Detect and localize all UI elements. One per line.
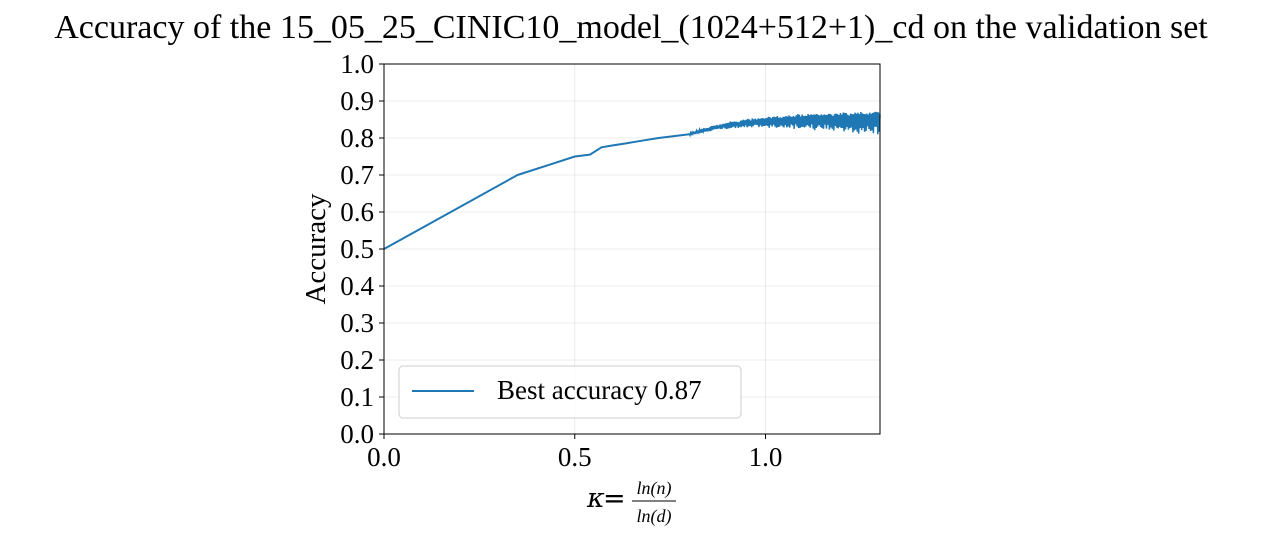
y-tick-label: 0.8 <box>340 123 374 153</box>
x-axis-label-equals: = <box>603 483 626 514</box>
tick-layer: 0.0 0.5 1.0 0.0 0.1 0.2 0.3 0.4 0.5 0.6 0.7 0.8 0.9 1… <box>340 49 782 472</box>
y-tick-label: 0.1 <box>340 382 374 412</box>
x-axis-label: κ = ln(n) ln(d) <box>586 478 676 527</box>
x-tick-label: 1.0 <box>749 442 783 472</box>
legend: Best accuracy 0.87 <box>398 365 742 419</box>
y-tick-label: 0.0 <box>340 419 374 449</box>
x-axis-label-denominator: ln(d) <box>637 506 672 527</box>
series-noise-band-0 <box>688 111 881 138</box>
x-tick-label: 0.0 <box>367 442 401 472</box>
y-tick-label: 0.3 <box>340 308 374 338</box>
x-tick-label: 0.5 <box>558 442 592 472</box>
legend-entry-label: Best accuracy 0.87 <box>497 375 702 405</box>
x-axis-label-symbol: κ <box>586 483 605 514</box>
y-tick-label: 1.0 <box>340 49 374 79</box>
y-tick-label: 0.4 <box>340 271 374 301</box>
y-tick-label: 0.9 <box>340 86 374 116</box>
y-tick-label: 0.7 <box>340 160 374 190</box>
series-line-0 <box>383 118 880 250</box>
y-tick-label: 0.5 <box>340 234 374 264</box>
legend-box <box>398 365 742 419</box>
y-tick-label: 0.6 <box>340 197 374 227</box>
y-tick-label: 0.2 <box>340 345 374 375</box>
x-axis-label-numerator: ln(n) <box>637 478 672 499</box>
y-axis-label: Accuracy <box>300 193 332 305</box>
series-layer <box>383 111 881 250</box>
chart-title: Accuracy of the 15_05_25_CINIC10_model_(… <box>54 9 1208 46</box>
